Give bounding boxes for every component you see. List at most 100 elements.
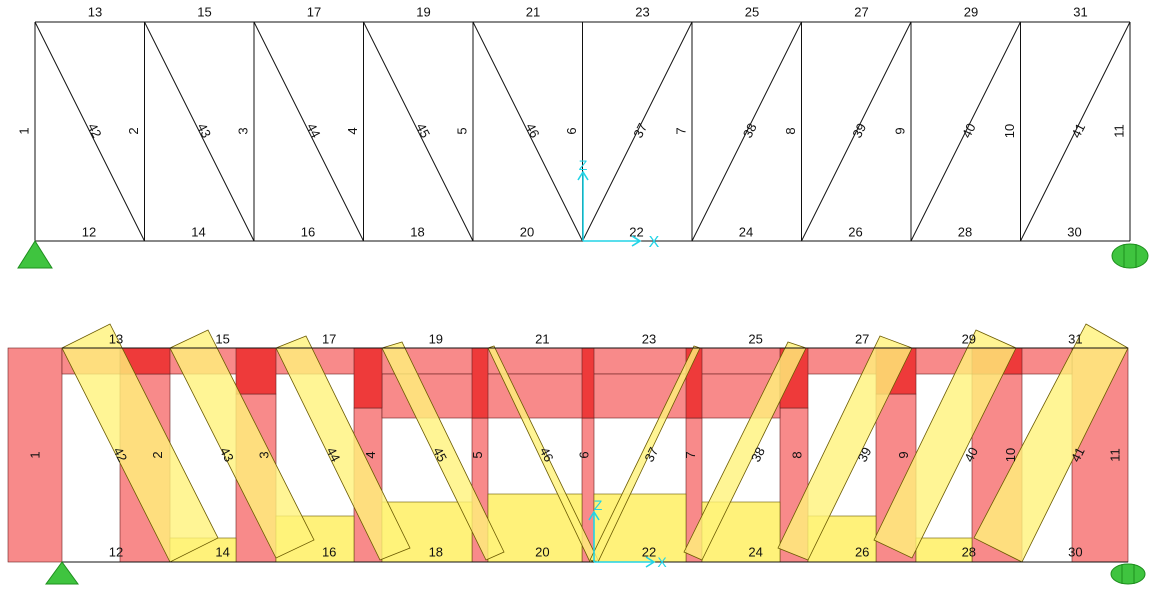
force-top-chord-label: 15 (215, 331, 229, 346)
force-vertical-label: 1 (27, 451, 42, 458)
vertical-label: 7 (673, 127, 688, 134)
diagonal-label: 42 (85, 121, 105, 141)
force-top-chord-label: 19 (429, 331, 443, 346)
bottom-chord-label: 12 (82, 224, 96, 239)
diagonal-member (910, 21, 1021, 242)
force-bottom-chord-label: 18 (429, 544, 443, 559)
bottom-chord-label: 24 (739, 224, 753, 239)
force-top-chord-label: 27 (855, 331, 869, 346)
diagonal-label: 37 (630, 121, 650, 141)
axis-z-label: Z (579, 157, 588, 173)
diagonal-label: 41 (1068, 121, 1088, 141)
vertical-label: 9 (892, 127, 907, 134)
top-chord-label: 15 (197, 4, 211, 19)
left-pin-support (17, 240, 53, 269)
force-vertical-label: 9 (896, 451, 911, 458)
force-right-support (1110, 563, 1146, 585)
vertical-label: 1 (16, 127, 31, 134)
bottom-chord-label: 16 (301, 224, 315, 239)
diagonal-member (144, 21, 255, 242)
force-vertical-label: 6 (576, 451, 591, 458)
top-chord-label: 25 (745, 4, 759, 19)
diagonal-member (582, 21, 693, 242)
force-mid-band (381, 373, 781, 419)
force-diag-40 (873, 329, 1017, 559)
vertical-label: 11 (1111, 124, 1126, 138)
diagonal-label: 40 (959, 121, 979, 141)
force-diag-42 (61, 323, 219, 563)
force-vertical-label: 10 (1003, 448, 1018, 462)
force-vertical-label: 3 (257, 451, 272, 458)
force-axis-z-label: Z (594, 497, 603, 513)
diagonal-label: 46 (523, 121, 543, 141)
vertical-label: 6 (564, 127, 579, 134)
force-bottom-chord-label: 20 (535, 544, 549, 559)
diagonal-member (801, 21, 912, 242)
diagonal-label: 44 (304, 121, 324, 141)
diagonal-member (472, 21, 583, 242)
force-bottom-chord-label: 12 (109, 544, 123, 559)
force-axes (588, 510, 656, 568)
bottom-chord-label: 14 (191, 224, 205, 239)
force-bottom-chord-label: 26 (855, 544, 869, 559)
force-top-chord-label: 23 (642, 331, 656, 346)
force-top-chord-label: 13 (109, 331, 123, 346)
force-bottom-chord-label: 22 (642, 544, 656, 559)
force-diagonal-label: 37 (641, 445, 661, 465)
top-chord-label: 31 (1073, 4, 1087, 19)
diagonals (34, 21, 1131, 242)
diagonal-member (691, 21, 802, 242)
diagonal-member (253, 21, 364, 242)
force-member-1 (7, 347, 63, 563)
top-chord-label: 21 (526, 4, 540, 19)
force-bottom-chord-label: 14 (215, 544, 229, 559)
diagonal-label: 45 (413, 121, 433, 141)
force-top-chord-label: 17 (322, 331, 336, 346)
right-roller-support (1111, 243, 1149, 269)
force-diag-44 (275, 335, 411, 561)
axis-x-label: X (649, 234, 660, 251)
bottom-chord-label: 20 (520, 224, 534, 239)
force-top-chord-label: 25 (748, 331, 762, 346)
force-vertical-label: 11 (1107, 448, 1122, 462)
force-diag-39 (777, 335, 913, 561)
top-chord-label: 27 (854, 4, 868, 19)
force-axis-x-label: X (657, 554, 667, 570)
bottom-chord-label: 18 (410, 224, 424, 239)
top-chord-label: 19 (416, 4, 430, 19)
force-diagonal-label: 41 (1068, 445, 1088, 465)
top-chord-label: 23 (635, 4, 649, 19)
vertical-label: 5 (454, 127, 469, 134)
vertical-label: 10 (1002, 124, 1017, 138)
bottom-chord-label: 28 (958, 224, 972, 239)
truss-members (34, 21, 1131, 242)
force-bottom-chord-label: 30 (1068, 544, 1082, 559)
force-left-support (45, 561, 79, 585)
force-vertical-label: 7 (683, 451, 698, 458)
force-diagonal-label: 45 (430, 445, 450, 465)
bottom-chord-label: 26 (848, 224, 862, 239)
bottom-chord-label: 30 (1067, 224, 1081, 239)
diagonal-label: 39 (849, 121, 869, 141)
force-top-chord-label: 21 (535, 331, 549, 346)
diagonal-member (1020, 21, 1131, 242)
vertical-label: 2 (126, 127, 141, 134)
force-diagonal-label: 40 (961, 445, 981, 465)
force-diag-45 (381, 341, 505, 561)
axes (577, 170, 642, 247)
force-diagonal-label: 38 (748, 445, 768, 465)
top-chord-label: 17 (307, 4, 321, 19)
force-diagonal-label: 39 (855, 445, 875, 465)
force-diagonal-label: 42 (110, 445, 130, 465)
diagonal-label: 38 (740, 121, 760, 141)
force-diagonal-label: 44 (323, 445, 343, 465)
top-chord-label: 29 (964, 4, 978, 19)
force-diag-38 (683, 341, 807, 561)
force-diagonal-bands (61, 323, 1129, 563)
diagonal-label: 43 (194, 121, 214, 141)
diagonal-member (363, 21, 474, 242)
